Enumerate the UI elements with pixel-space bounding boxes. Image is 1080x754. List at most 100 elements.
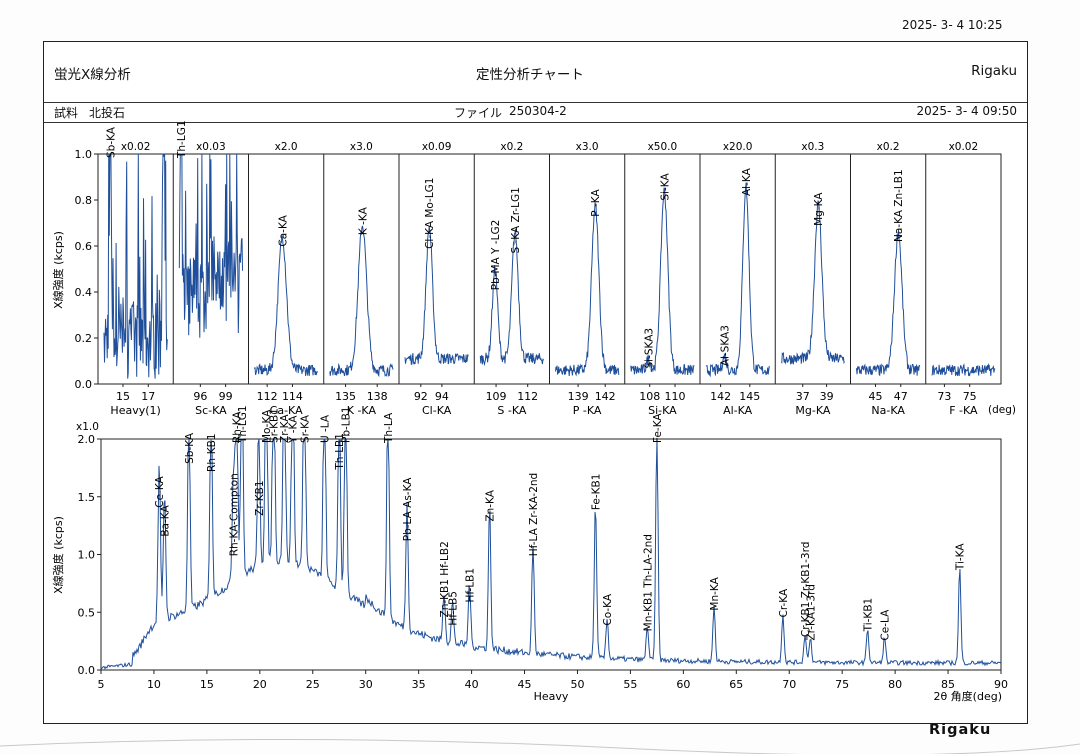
heavy-peak-label: Rh-KA — [232, 411, 244, 443]
bottom-x-tick-label: 5 — [98, 678, 105, 691]
panel-x-tick-label: 99 — [219, 390, 233, 403]
top-y-axis-label: X線強度 (kcps) — [51, 231, 65, 309]
panel-spectrum-line — [630, 187, 695, 376]
panel-name-label: Mg-KA — [795, 404, 830, 417]
heavy-peak-label: Ba-KA — [160, 505, 172, 537]
heavy-peak-label: Zr-KA1-3rd — [805, 584, 817, 640]
peak-label: Na-KA Zn-LB1 — [893, 169, 905, 242]
panel-scale-label: x20.0 — [723, 141, 753, 153]
heavy-peak-label: Sr-KB1 — [269, 408, 281, 443]
panel-spectrum-line — [329, 225, 394, 378]
sample-label: 試料 — [54, 106, 79, 120]
panel-spectrum-line — [780, 199, 845, 365]
peak-label: Si-KA — [659, 173, 671, 201]
bottom-x-tick-label: 50 — [570, 678, 584, 691]
file-name: 250304-2 — [509, 104, 567, 118]
heavy-peak-label: Rh-KB1 — [206, 433, 218, 472]
bottom-y-tick-label: 1.0 — [78, 549, 96, 562]
rigaku-logo: Rigaku — [929, 722, 992, 738]
heavy-peak-label: Hf-LB1 — [464, 568, 476, 603]
panel-scale-label: x2.0 — [275, 141, 298, 153]
top-y-tick-label: 0.8 — [75, 194, 93, 207]
panel-x-tick-label: 17 — [141, 390, 155, 403]
panel-scale-label: x3.0 — [350, 141, 373, 153]
peak-label: Al-KA — [741, 167, 753, 196]
panel-spectrum-line — [103, 153, 168, 379]
panel-scale-label: x0.2 — [500, 141, 523, 153]
heavy-peak-label: Hf-LA Zr-KA-2nd — [528, 473, 540, 557]
panel-x-tick-label: 112 — [517, 390, 538, 403]
bottom-x-tick-label: 25 — [306, 678, 320, 691]
panel-scale-label: x0.02 — [121, 141, 151, 153]
sample-name: 北投石 — [89, 106, 126, 120]
top-y-tick-label: 0.0 — [75, 378, 93, 391]
panel-x-tick-label: 75 — [963, 390, 977, 403]
panel-scale-label: x0.03 — [196, 141, 226, 153]
sample-info-row: 試料 北投石 ファイル 250304-2 2025- 3- 4 09:50 — [44, 102, 1027, 123]
heavy-peak-label: Pb-LB1 — [341, 406, 353, 443]
file-label: ファイル — [454, 106, 503, 120]
peak-label: P -KA — [590, 189, 602, 217]
panel-x-tick-label: 45 — [868, 390, 882, 403]
panel-name-label: Sc-KA — [195, 404, 227, 417]
panel-x-tick-label: 73 — [937, 390, 951, 403]
bottom-y-tick-label: 0.0 — [78, 664, 96, 677]
page-edge-shadow — [0, 738, 1080, 754]
panel-scale-label: x3.0 — [576, 141, 599, 153]
bottom-x-tick-label: 65 — [729, 678, 743, 691]
heavy-peak-label: Ti-KA — [955, 543, 967, 571]
heavy-peak-label: Th-LA — [383, 412, 395, 444]
peak-label: K -KA — [357, 206, 369, 235]
bottom-x-tick-label: 60 — [676, 678, 690, 691]
panel-name-label: P -KA — [573, 404, 602, 417]
top-y-tick-label: 0.6 — [75, 240, 93, 253]
chart-title: 定性分析チャート — [476, 67, 584, 83]
bottom-y-tick-label: 2.0 — [78, 433, 96, 446]
heavy-peak-label: Cr-KA — [778, 588, 790, 617]
panel-spectrum-line — [931, 362, 996, 377]
bottom-x-tick-label: 80 — [888, 678, 902, 691]
bottom-x-tick-label: 20 — [253, 678, 267, 691]
panel-x-tick-label: 138 — [367, 390, 388, 403]
report-header: 蛍光X線分析 定性分析チャート Rigaku — [44, 42, 1027, 103]
heavy-peak-label: Mn-KB1 Th-LA-2nd — [642, 534, 654, 631]
panel-scale-label: x0.02 — [949, 141, 979, 153]
panel-x-tick-label: 110 — [665, 390, 686, 403]
peak-label: Mg-KA — [813, 192, 825, 226]
panel-name-label: K -KA — [347, 404, 377, 417]
heavy-peak-label: Hf-LB5 — [448, 591, 460, 626]
heavy-peak-label: Fe-KB1 — [590, 474, 602, 510]
panel-x-tick-label: 135 — [335, 390, 356, 403]
measure-datetime: 2025- 3- 4 09:50 — [916, 104, 1018, 118]
panel-name-label: Ca-KA — [270, 404, 303, 417]
bottom-panel-name: Heavy — [534, 690, 569, 703]
panel-x-tick-label: 112 — [257, 390, 278, 403]
panel-x-tick-label: 37 — [796, 390, 810, 403]
panel-spectrum-line — [705, 182, 770, 378]
heavy-peak-label: Mn-KA — [709, 576, 721, 610]
heavy-peak-label: Mo-KA — [261, 409, 273, 443]
heavy-peak-label: Ce-LA — [880, 609, 892, 641]
peak-label: Cl-KA Mo-LG1 — [424, 177, 436, 248]
top-y-tick-label: 0.4 — [75, 286, 93, 299]
heavy-peak-label: Cr-KB1 Zr-KB1-3rd — [800, 542, 812, 638]
bottom-scale-label: x1.0 — [76, 421, 99, 433]
panel-spectrum-line — [555, 202, 620, 377]
heavy-peak-label: Pb-LA As-KA — [402, 477, 414, 542]
peak-label: Th-LG1 — [176, 120, 188, 159]
panel-x-tick-label: 142 — [595, 390, 616, 403]
panel-name-label: Cl-KA — [422, 404, 452, 417]
heavy-peak-label: Zr-KB1 — [254, 480, 266, 515]
heavy-peak-label: Sb-KA — [184, 432, 196, 464]
heavy-peak-label: Co-KA — [602, 593, 614, 625]
bottom-x-tick-label: 70 — [782, 678, 796, 691]
heavy-peak-label: Th-LB1 — [334, 433, 346, 471]
heavy-spectrum-line — [100, 438, 1002, 670]
peak-label: Si-SKA3 — [643, 328, 655, 369]
method-label: 蛍光X線分析 — [54, 67, 131, 83]
panel-spectrum-line — [404, 226, 469, 366]
heavy-peak-label: Y -KA — [288, 415, 300, 444]
top-y-tick-label: 0.2 — [75, 332, 93, 345]
bottom-y-tick-label: 1.5 — [78, 491, 96, 504]
